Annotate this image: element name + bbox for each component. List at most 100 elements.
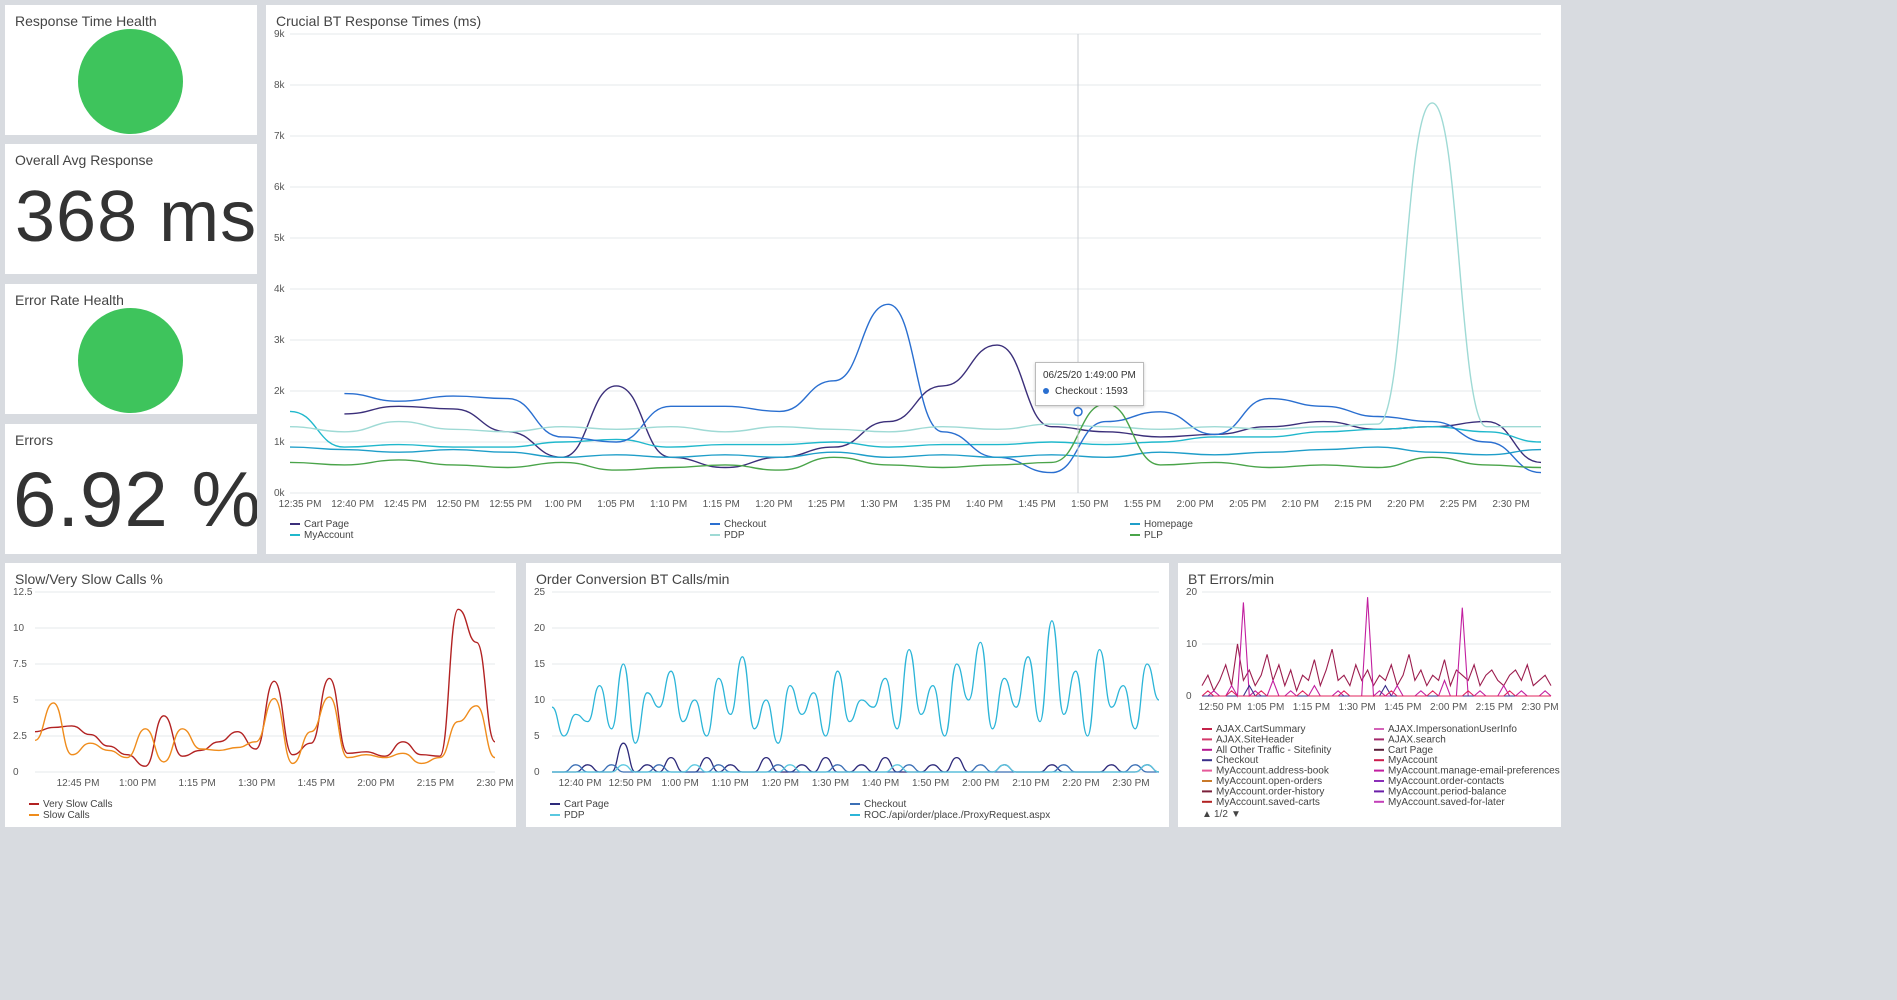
series-line-pdp [552,764,1160,773]
x-tick-label: 1:20 PM [755,499,792,510]
y-tick-label: 10 [13,623,25,634]
response-time-health-panel[interactable]: Response Time Health [5,5,257,135]
series-line-checkout [344,303,1542,474]
legend-label: MyAccount.saved-for-later [1388,797,1505,808]
legend-label: Slow Calls [43,810,90,821]
x-tick-label: 2:30 PM [1521,702,1558,713]
legend-label: AJAX.search [1388,734,1446,745]
series-line-very-slow-calls [34,608,496,767]
legend-label: PDP [724,530,745,541]
x-tick-label: 1:05 PM [597,499,634,510]
y-tick-label: 10 [1186,639,1198,650]
y-tick-label: 15 [534,659,546,670]
legend-label: Cart Page [1388,745,1433,756]
chart-title: Order Conversion BT Calls/min [536,571,730,587]
legend-label: PDP [564,810,585,821]
overall-avg-response-panel[interactable]: Overall Avg Response 368 ms [5,144,257,274]
y-tick-label: 5k [274,233,286,244]
x-tick-label: 2:00 PM [1176,499,1213,510]
x-tick-label: 1:50 PM [1071,499,1108,510]
x-tick-label: 1:45 PM [298,778,335,789]
x-tick-label: 2:15 PM [1476,702,1513,713]
x-tick-label: 1:30 PM [1339,702,1376,713]
error-rate-health-panel[interactable]: Error Rate Health [5,284,257,414]
x-tick-label: 1:40 PM [966,499,1003,510]
order-conversion-panel[interactable]: Order Conversion BT Calls/min 0 5 10 15 20 25… [526,563,1169,827]
x-tick-label: 1:00 PM [662,778,699,789]
x-tick-label: 2:15 PM [417,778,454,789]
series-line-homepage [289,446,1542,459]
legend-label: Checkout [724,519,766,530]
x-tick-label: 1:30 PM [861,499,898,510]
x-tick-label: 1:55 PM [1124,499,1161,510]
chart-tooltip: 06/25/20 1:49:00 PM Checkout : 1593 [1035,362,1144,406]
crucial-bt-chart: 0k 1k 2k 3k 4k 5k 6k 7k 8k 9k 12:35 PM 12:40 PM 12:4… [274,29,1542,541]
x-tick-label: 2:10 PM [1012,778,1049,789]
legend-label: MyAccount.address-book [1216,766,1330,777]
panel-title: Errors [15,432,54,448]
x-tick-label: 2:00 PM [357,778,394,789]
series-line-roc-api-order-place-proxyrequest-aspx [551,620,1160,744]
y-tick-label: 6k [274,182,286,193]
chart-title: BT Errors/min [1188,571,1275,587]
tooltip-value-row: Checkout : 1593 [1043,384,1136,400]
y-tick-label: 12.5 [13,587,33,598]
health-status-indicator [78,308,183,413]
legend-label: Cart Page [304,519,349,530]
legend-label: Cart Page [564,799,609,810]
y-tick-label: 5 [534,731,540,742]
x-tick-label: 12:40 PM [331,499,374,510]
x-tick-label: 1:10 PM [712,778,749,789]
series-line-ajax-cartsummary [1201,643,1552,693]
legend-label: MyAccount.order-contacts [1388,776,1504,787]
x-tick-label: 2:10 PM [1282,499,1319,510]
slow-calls-panel[interactable]: Slow/Very Slow Calls % 0 2.5 5 7.5 10 12.5 12:… [5,563,516,827]
x-tick-label: 12:50 PM [609,778,652,789]
legend-label: All Other Traffic - Sitefinity [1216,745,1331,756]
y-tick-label: 0k [274,488,286,499]
y-tick-label: 0 [1186,691,1192,702]
legend-pager-up-icon: ▲ [1202,809,1212,820]
y-tick-label: 7k [274,131,286,142]
legend-label: MyAccount.open-orders [1216,776,1322,787]
x-tick-label: 12:55 PM [489,499,532,510]
x-tick-label: 1:00 PM [545,499,582,510]
y-tick-label: 0 [534,767,540,778]
series-line-cart-page [344,344,1542,469]
order-conversion-chart: 0 5 10 15 20 25 12:40 PM 12:50 PM 1:00 PM 1:10 PM… [534,587,1160,821]
x-tick-label: 1:00 PM [119,778,156,789]
y-tick-label: 2.5 [13,731,27,742]
legend-label: MyAccount.manage-email-preferences [1388,766,1560,777]
x-tick-label: 1:35 PM [913,499,950,510]
errors-panel[interactable]: Errors 6.92 % [5,424,257,554]
x-tick-label: 1:05 PM [1247,702,1284,713]
bt-errors-panel[interactable]: BT Errors/min 0 10 20 12:50 PM 1:05 PM 1:15 P… [1178,563,1561,827]
legend-label: Homepage [1144,519,1193,530]
crucial-bt-panel[interactable]: Crucial BT Response Times (ms) 0k 1k 2k 3k 4… [266,5,1561,554]
legend-label: MyAccount.saved-carts [1216,797,1320,808]
x-tick-label: 1:10 PM [650,499,687,510]
legend-label: AJAX.CartSummary [1216,724,1305,735]
legend-label: MyAccount [1388,755,1438,766]
legend-label: MyAccount [304,530,354,541]
y-tick-label: 0 [13,767,19,778]
x-tick-label: 1:30 PM [812,778,849,789]
x-tick-label: 1:15 PM [703,499,740,510]
x-tick-label: 1:30 PM [238,778,275,789]
legend-label: AJAX.SiteHeader [1216,734,1294,745]
x-tick-label: 1:45 PM [1019,499,1056,510]
series-line-myaccount [289,410,1542,448]
x-tick-label: 1:20 PM [762,778,799,789]
legend-label: AJAX.ImpersonationUserInfo [1388,724,1517,735]
x-tick-label: 2:25 PM [1440,499,1477,510]
y-tick-label: 3k [274,335,286,346]
x-tick-label: 1:50 PM [912,778,949,789]
x-tick-label: 1:15 PM [1293,702,1330,713]
series-line-slow-calls [34,696,496,765]
x-tick-label: 2:05 PM [1229,499,1266,510]
legend-label: Checkout [864,799,906,810]
errors-value: 6.92 % [13,455,257,543]
panel-title: Overall Avg Response [15,152,154,168]
x-tick-label: 12:35 PM [279,499,322,510]
panel-title: Error Rate Health [15,292,124,308]
